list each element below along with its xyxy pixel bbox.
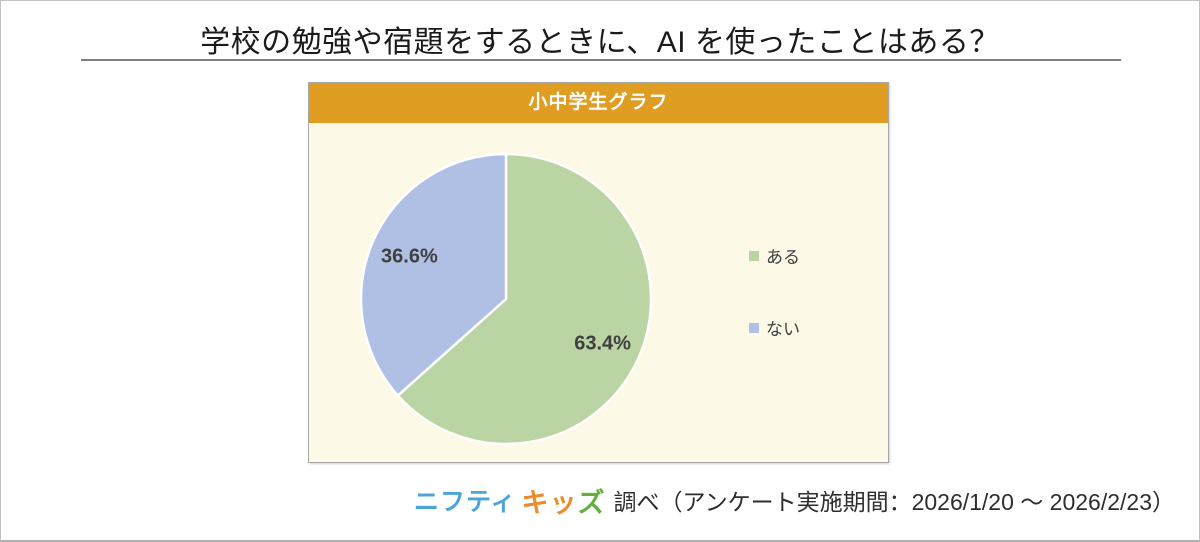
- pie-legend: ある ない: [749, 243, 800, 340]
- chart-panel: 小中学生グラフ 63.4% 36.6% ある ない: [308, 82, 889, 463]
- pie-slice-ある: [396, 152, 653, 446]
- legend-swatch-aru: [749, 250, 759, 261]
- logo-char: ズ: [577, 487, 606, 518]
- legend-swatch-nai: [749, 322, 759, 333]
- pie-data-label-ある: 63.4%: [574, 332, 631, 354]
- legend-item-nai: ない: [749, 315, 800, 340]
- survey-period-text: 調べ（アンケート実施期間：2026/1/20 ～ 2026/2/23）: [613, 489, 1175, 515]
- chart-panel-body: 63.4% 36.6% ある ない: [309, 123, 888, 463]
- pie-slice-ない: [359, 152, 508, 397]
- pie-chart: 63.4% 36.6%: [359, 152, 653, 446]
- logo-char: キ: [521, 487, 550, 518]
- nifty-kids-logo-nifty: ニフティ: [413, 488, 517, 516]
- legend-label-aru: ある: [766, 248, 800, 267]
- page-title: 学校の勉強や宿題をするときに、AI を使ったことはある？: [200, 26, 1000, 59]
- pie-data-label-ない: 36.6%: [381, 246, 438, 268]
- nifty-kids-logo-kids: キッズ: [521, 481, 605, 520]
- legend-label-nai: ない: [766, 320, 800, 339]
- title-underline: [81, 59, 1121, 61]
- footer-attribution: ニフティ キッズ 調べ（アンケート実施期間：2026/1/20 ～ 2026/2…: [414, 478, 1175, 522]
- chart-panel-header: 小中学生グラフ: [309, 83, 888, 123]
- legend-item-aru: ある: [749, 243, 800, 268]
- logo-char: ッ: [549, 487, 578, 518]
